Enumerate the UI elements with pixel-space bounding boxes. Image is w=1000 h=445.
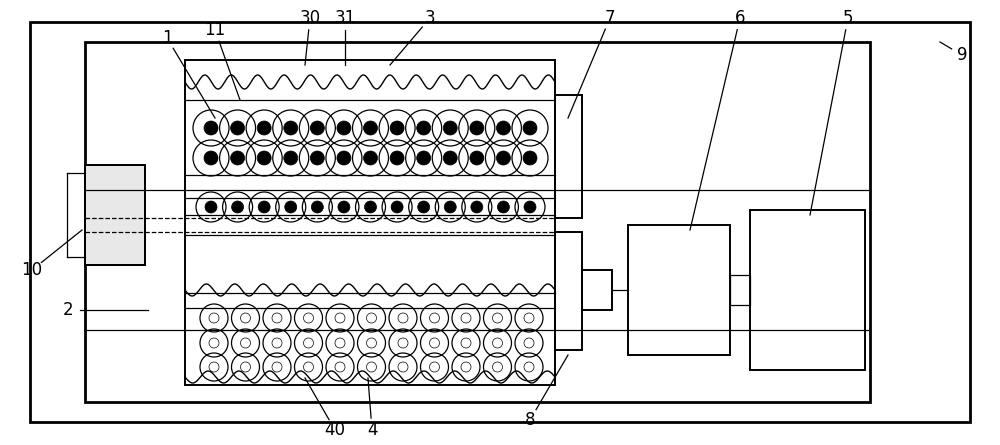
Circle shape bbox=[232, 201, 244, 213]
Text: 11: 11 bbox=[204, 21, 226, 39]
Circle shape bbox=[443, 121, 457, 135]
Circle shape bbox=[338, 201, 350, 213]
Circle shape bbox=[204, 151, 218, 165]
Circle shape bbox=[417, 121, 431, 135]
Circle shape bbox=[284, 151, 298, 165]
Circle shape bbox=[524, 201, 536, 213]
Circle shape bbox=[443, 151, 457, 165]
Circle shape bbox=[364, 121, 378, 135]
Bar bbox=[85, 165, 145, 265]
Circle shape bbox=[496, 151, 510, 165]
Circle shape bbox=[470, 151, 484, 165]
Circle shape bbox=[471, 201, 483, 213]
Circle shape bbox=[444, 201, 456, 213]
Circle shape bbox=[311, 201, 323, 213]
Circle shape bbox=[496, 121, 510, 135]
Text: 6: 6 bbox=[735, 9, 745, 27]
Circle shape bbox=[497, 201, 509, 213]
Circle shape bbox=[310, 151, 324, 165]
Text: 40: 40 bbox=[324, 421, 346, 439]
Circle shape bbox=[417, 151, 431, 165]
Text: 4: 4 bbox=[367, 421, 377, 439]
Circle shape bbox=[523, 151, 537, 165]
Circle shape bbox=[364, 151, 378, 165]
Circle shape bbox=[364, 201, 376, 213]
Circle shape bbox=[470, 121, 484, 135]
Text: 8: 8 bbox=[525, 411, 535, 429]
Circle shape bbox=[257, 151, 271, 165]
Bar bbox=[85, 165, 145, 265]
Bar bbox=[85, 42, 870, 402]
Text: 10: 10 bbox=[21, 261, 43, 279]
Text: 30: 30 bbox=[299, 9, 321, 27]
Text: 5: 5 bbox=[843, 9, 853, 27]
Circle shape bbox=[231, 151, 245, 165]
Bar bbox=[730, 275, 750, 305]
Circle shape bbox=[418, 201, 430, 213]
Bar bbox=[185, 60, 555, 385]
Bar bbox=[555, 232, 582, 350]
Circle shape bbox=[257, 121, 271, 135]
Circle shape bbox=[390, 151, 404, 165]
Text: 2: 2 bbox=[63, 301, 73, 319]
Circle shape bbox=[391, 201, 403, 213]
Circle shape bbox=[337, 151, 351, 165]
Text: 9: 9 bbox=[957, 46, 967, 64]
Circle shape bbox=[284, 121, 298, 135]
Circle shape bbox=[523, 121, 537, 135]
Text: 1: 1 bbox=[162, 29, 172, 47]
Text: 31: 31 bbox=[334, 9, 356, 27]
Circle shape bbox=[390, 121, 404, 135]
Circle shape bbox=[204, 121, 218, 135]
Bar bbox=[582, 270, 612, 310]
Text: 3: 3 bbox=[425, 9, 435, 27]
Circle shape bbox=[231, 121, 245, 135]
Circle shape bbox=[285, 201, 297, 213]
Circle shape bbox=[310, 121, 324, 135]
Bar bbox=[555, 95, 582, 218]
Text: 7: 7 bbox=[605, 9, 615, 27]
Bar bbox=[30, 22, 970, 422]
Bar bbox=[628, 225, 730, 355]
Circle shape bbox=[337, 121, 351, 135]
Circle shape bbox=[205, 201, 217, 213]
Bar bbox=[750, 210, 865, 370]
Circle shape bbox=[258, 201, 270, 213]
